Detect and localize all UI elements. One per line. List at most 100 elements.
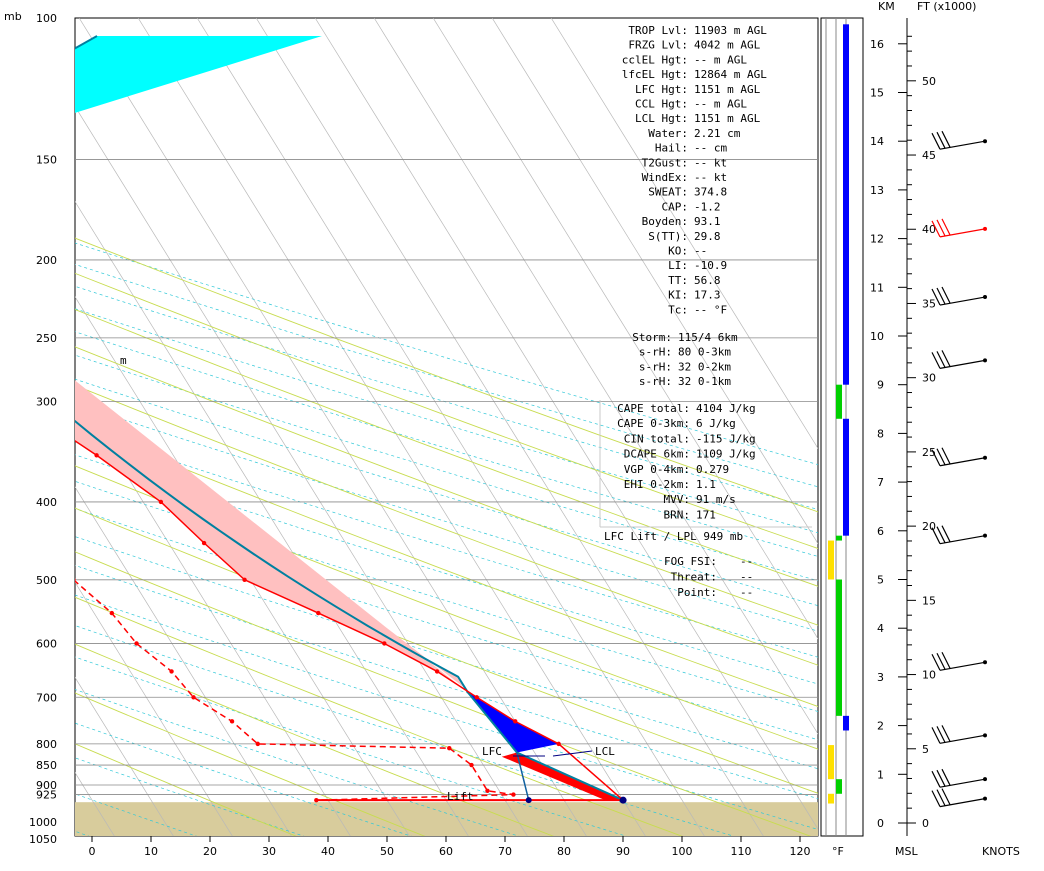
km-tick-label: 15 [870,87,884,100]
dry-adiabat [75,508,818,741]
isotherm [255,18,764,836]
moist-adiabat [75,424,818,707]
pressure-tick-label: 700 [36,691,57,704]
fog-label: Point: [677,586,717,599]
stat-value: 11903 m AGL [694,24,767,37]
cloud-strip [836,535,842,541]
stat-value: 2.21 cm [694,127,741,140]
x-tick-label: 40 [321,845,335,858]
moist-adiabat [75,346,818,626]
dewpoint-point [511,792,516,797]
isotherm [75,486,292,836]
msl-label: MSL [895,845,918,858]
dry-adiabat [75,242,818,465]
km-tick-label: 14 [870,135,884,148]
ft-tick-label: 10 [922,669,936,682]
isotherm [196,18,705,836]
stat-value: 1151 m AGL [694,112,761,125]
cape-label: CAPE 0-3km: [617,417,690,430]
x-tick-label: 70 [498,845,512,858]
ft-tick-label: 35 [922,297,936,310]
fog-value: -- [740,586,753,599]
dry-adiabat [75,722,412,836]
temperature-point [316,610,321,616]
x-tick-label: 30 [262,845,276,858]
cloud-strip [828,745,834,780]
stat-value: -- °F [694,303,727,316]
x-tick-label: 100 [672,845,693,858]
pressure-tick-label: 500 [36,574,57,587]
temperature-point [556,741,561,747]
ft-tick-label: 40 [922,223,936,236]
dewpoint-line [75,580,514,801]
stat-label: KO: [668,245,688,258]
ft-tick-label: 50 [922,75,936,88]
storm-value: 80 0-3km [678,346,731,359]
lift-point [525,797,532,804]
surface-point [619,796,627,804]
km-tick-label: 8 [877,427,884,440]
isotherm [75,296,410,836]
isotherm [314,18,818,830]
stat-label: CCL Hgt: [635,98,688,111]
dry-adiabat [75,480,818,712]
lift-label: Lift [447,790,474,803]
dry-adiabat [75,428,818,658]
stat-label: T2Gust: [642,156,688,169]
wind-barb-staff [939,734,986,744]
km-tick-label: 16 [870,38,884,51]
stat-value: 29.8 [694,230,721,243]
stat-value: -- cm [694,142,727,155]
wind-barb-staff [939,661,986,671]
stat-label: cclEL Hgt: [622,53,688,66]
fog-value: -- [740,571,753,584]
stat-value: 12864 m AGL [694,68,767,81]
x-tick-label: 90 [616,845,630,858]
wind-barb-flag [936,219,946,237]
dewpoint-point [485,788,490,793]
cape-label: MVV: [664,493,691,506]
wind-barb-staff [939,296,986,306]
temperature-point [158,499,164,505]
lfc-lift-label: LFC Lift / LPL 949 mb [604,530,743,543]
dry-adiabat [75,757,305,836]
stat-value: -10.9 [694,259,727,272]
pressure-tick-label: 925 [36,789,57,802]
wind-barb-staff [939,535,986,545]
temperature-point [201,540,207,546]
moist-adiabat [75,272,818,549]
wind-barb-staff [939,457,986,467]
stat-label: lfcEL Hgt: [622,68,688,81]
wind-barb-flag [931,132,941,150]
stat-value: -- m AGL [694,53,747,66]
km-tick-label: 1 [877,768,884,781]
moist-adiabat [75,309,818,587]
cape-label: CIN total: [624,432,690,445]
storm-label: s-rH: [639,375,672,388]
storm-label: Storm: [632,331,672,344]
wind-barb-flag [931,654,941,671]
lcl-label: LCL [595,745,615,758]
isotherm [137,18,646,836]
wind-barb-flag [936,769,946,787]
cloud-strip [843,418,849,536]
stat-label: WindEx: [642,171,688,184]
wind-barb-flag [941,768,951,786]
wind-barb-flag [936,287,946,305]
wind-barb-flag [936,526,946,543]
dry-adiabat [75,594,818,830]
wind-barb-flag [931,790,941,807]
km-tick-label: 10 [870,330,884,343]
km-tick-label: 13 [870,184,884,197]
cape-value: -115 J/kg [696,432,756,445]
km-axis-title: KM [878,0,895,13]
pressure-tick-label: 200 [36,254,57,267]
stat-value: -- [694,245,707,258]
dewpoint-point [13,541,17,545]
moist-adiabat [75,237,818,513]
stat-label: KI: [668,289,688,302]
x-tick-label: 20 [203,845,217,858]
stat-label: S(TT): [648,230,688,243]
wind-barb-flag [931,449,941,467]
stat-label: LI: [668,259,688,272]
